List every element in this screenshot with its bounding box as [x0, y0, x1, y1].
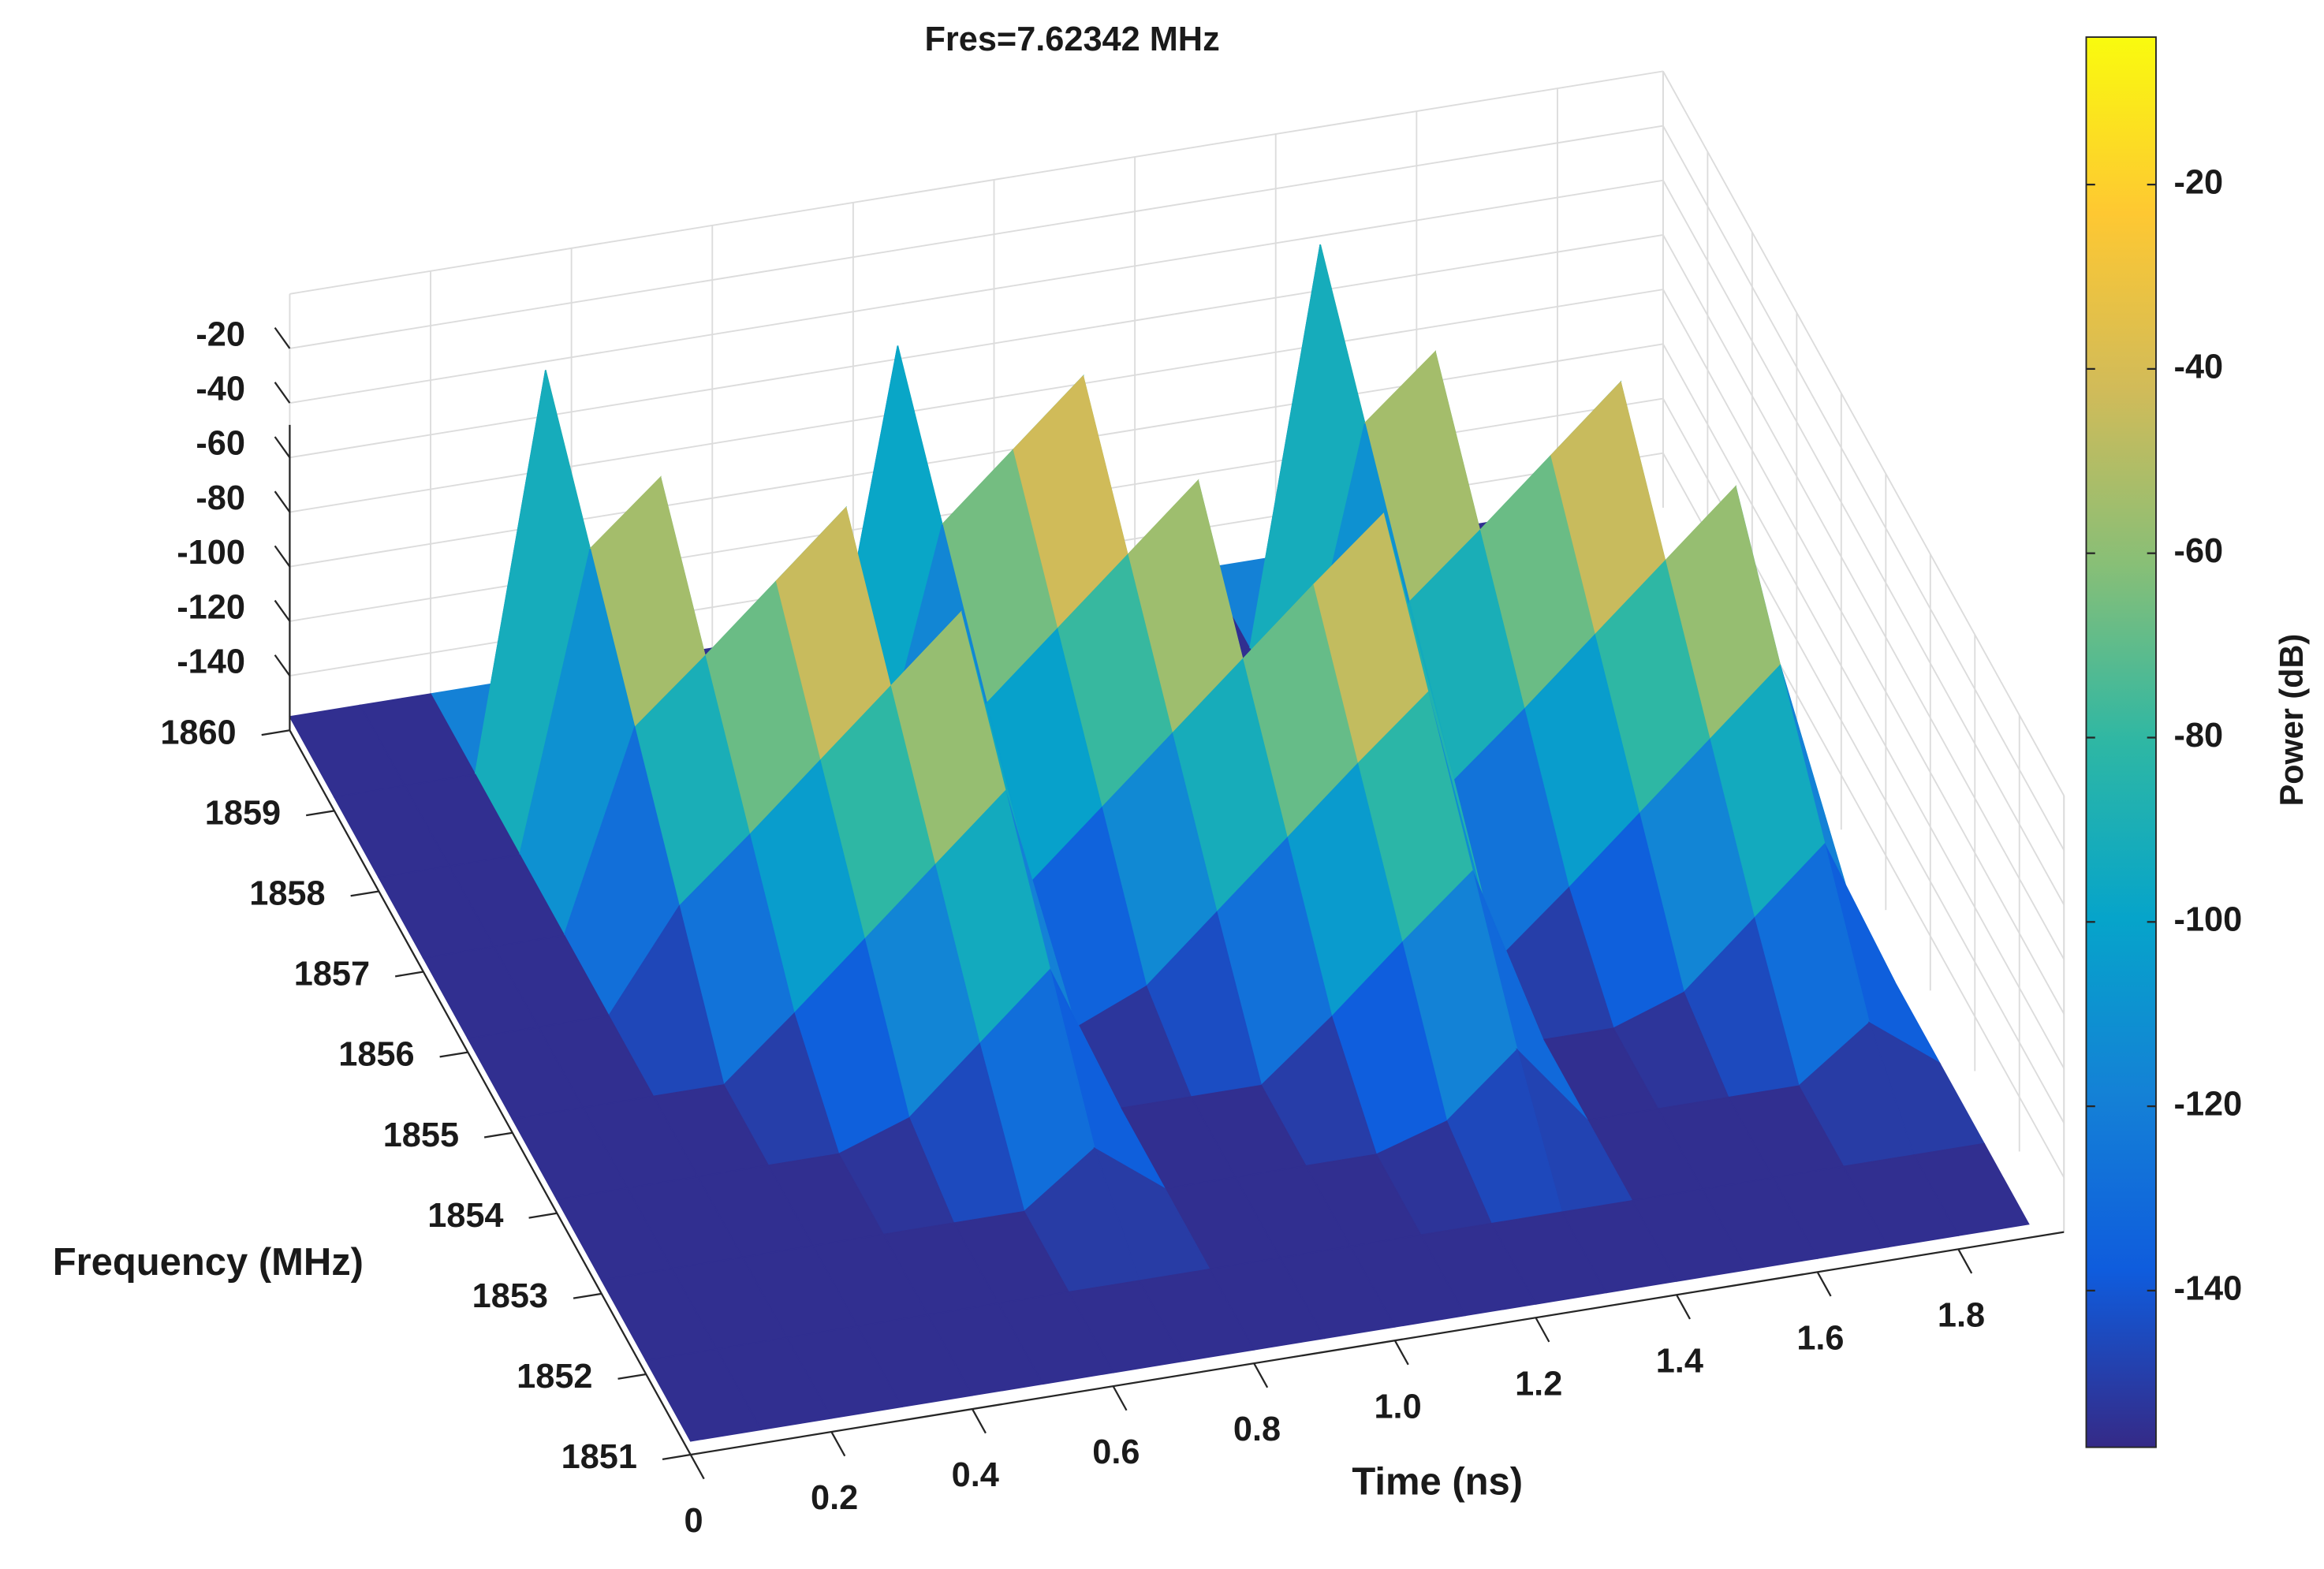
x-tick-label: 0.2: [811, 1479, 858, 1517]
y-tick-label: 1852: [517, 1358, 592, 1396]
grid-line: [1662, 180, 2065, 905]
y-tick-label: 1860: [160, 714, 236, 751]
surface-cell: [645, 1348, 763, 1442]
tick-mark: [274, 654, 291, 676]
tick-mark: [274, 436, 291, 458]
axis-line: [289, 729, 692, 1455]
grid-line: [289, 125, 1664, 349]
tick-mark: [1676, 1294, 1691, 1320]
tick-mark: [483, 1131, 513, 1139]
box-edge: [289, 70, 1664, 295]
chart-title: Fres=7.62342 MHz: [924, 20, 1219, 58]
tick-mark: [662, 1453, 691, 1460]
y-tick-label: 1856: [338, 1036, 414, 1074]
y-axis-label: Frequency (MHz): [53, 1241, 364, 1284]
grid-line: [1662, 125, 2065, 851]
x-tick-label: 1.0: [1374, 1388, 1421, 1426]
grid-line: [1662, 234, 2065, 960]
y-tick-label: 1854: [427, 1197, 503, 1235]
tick-mark: [689, 1454, 705, 1480]
x-axis-label: Time (ns): [1352, 1461, 1523, 1504]
tick-mark: [274, 490, 291, 513]
colorbar-label: Power (dB): [2274, 634, 2310, 807]
tick-mark: [439, 1051, 468, 1058]
x-tick-label: 0.6: [1092, 1433, 1140, 1471]
colorbar-tick-label: -100: [2174, 901, 2243, 939]
tick-mark: [617, 1373, 647, 1380]
x-tick-label: 1.4: [1656, 1342, 1703, 1380]
z-tick-label: -100: [177, 534, 245, 572]
tick-mark: [394, 971, 424, 978]
z-tick-label: -120: [177, 588, 245, 626]
y-tick-label: 1858: [249, 875, 325, 913]
colorbar: [2085, 36, 2157, 1448]
tick-mark: [528, 1212, 558, 1219]
colorbar-tick-label: -40: [2174, 348, 2224, 386]
tick-mark: [1957, 1248, 1973, 1274]
x-tick-label: 0: [684, 1502, 703, 1540]
tick-mark: [274, 326, 291, 349]
x-tick-label: 1.8: [1938, 1296, 1985, 1334]
tick-mark: [830, 1431, 846, 1457]
tick-mark: [1393, 1340, 1409, 1366]
axis-line: [690, 1231, 2065, 1456]
tick-mark: [274, 599, 291, 622]
y-tick-label: 1855: [383, 1116, 459, 1154]
x-tick-label: 1.2: [1515, 1365, 1562, 1403]
colorbar-tick-label: -20: [2174, 164, 2224, 202]
tick-mark: [971, 1408, 987, 1434]
z-tick-label: -140: [177, 643, 245, 680]
tick-mark: [1535, 1317, 1550, 1343]
grid-line: [1662, 289, 2065, 1015]
tick-mark: [1253, 1362, 1269, 1388]
z-tick-label: -60: [196, 425, 245, 463]
surface: [289, 244, 2030, 1442]
colorbar-tick-label: -120: [2174, 1086, 2243, 1124]
z-tick-label: -40: [196, 371, 245, 408]
tick-mark: [261, 729, 290, 736]
tick-mark: [274, 545, 291, 568]
tick-mark: [305, 810, 335, 817]
grid-line: [289, 234, 1664, 459]
tick-mark: [1112, 1385, 1128, 1411]
grid-line: [289, 289, 1664, 513]
tick-mark: [573, 1292, 602, 1299]
y-tick-label: 1857: [294, 956, 370, 993]
y-tick-label: 1859: [205, 794, 281, 832]
z-tick-label: -20: [196, 315, 245, 353]
tick-mark: [1816, 1271, 1832, 1297]
colorbar-tick-label: -80: [2174, 717, 2224, 755]
grid-line: [1662, 343, 2065, 1069]
tick-mark: [274, 382, 291, 404]
y-tick-label: 1851: [561, 1438, 637, 1476]
z-tick-label: -80: [196, 479, 245, 517]
grid-line: [289, 179, 1664, 404]
colorbar-tick-label: -140: [2174, 1269, 2243, 1307]
y-tick-label: 1853: [472, 1277, 548, 1315]
x-tick-label: 0.4: [952, 1456, 999, 1494]
x-tick-label: 0.8: [1233, 1411, 1281, 1448]
box-edge: [1662, 70, 2065, 796]
tick-mark: [350, 890, 379, 897]
colorbar-tick-label: -60: [2174, 532, 2224, 570]
x-tick-label: 1.6: [1796, 1319, 1844, 1357]
